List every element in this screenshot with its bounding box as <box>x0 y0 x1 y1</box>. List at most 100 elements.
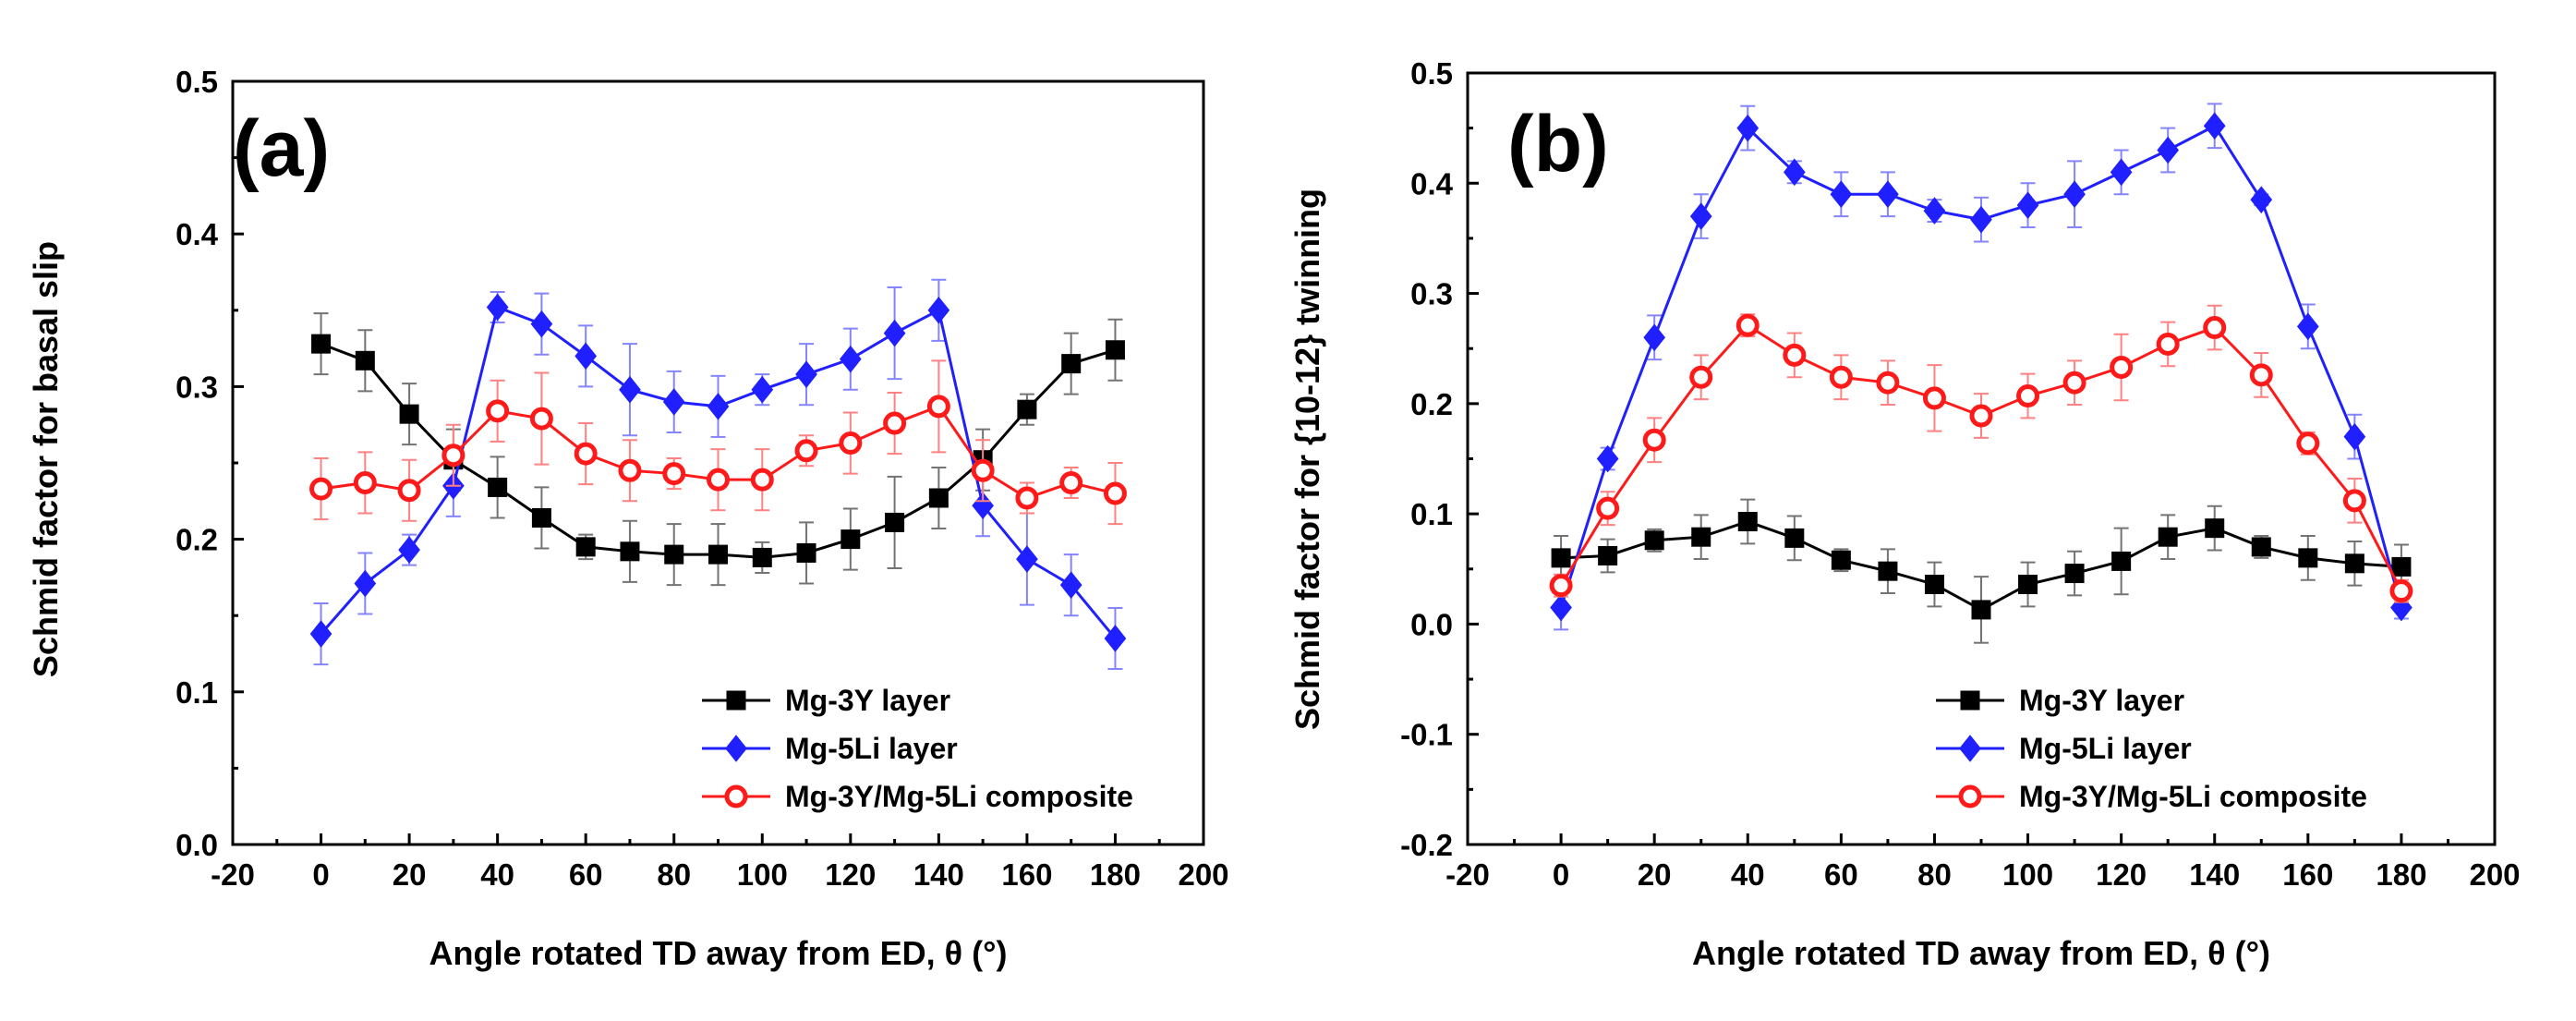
data-point <box>662 462 686 486</box>
data-point <box>398 536 420 564</box>
data-point <box>1059 470 1083 494</box>
data-point <box>2298 548 2318 568</box>
data-point <box>752 547 772 567</box>
data-point <box>662 388 685 416</box>
data-point <box>885 512 905 532</box>
data-point <box>1924 574 1944 594</box>
data-point <box>839 345 862 373</box>
data-point <box>574 442 598 466</box>
data-point <box>354 569 377 598</box>
x-tick-label: 120 <box>825 857 876 892</box>
y-tick-label: -0.2 <box>1400 828 1453 862</box>
y-tick-label: 0.3 <box>175 370 218 404</box>
y-tick-label: 0.0 <box>1410 607 1453 641</box>
data-point <box>796 542 816 563</box>
data-point <box>353 470 377 494</box>
data-point <box>309 620 333 648</box>
data-point <box>927 296 950 324</box>
data-point <box>1923 197 1946 225</box>
data-point <box>531 507 551 528</box>
data-point <box>620 541 640 562</box>
data-point <box>1103 481 1127 505</box>
data-point <box>2063 180 2086 209</box>
series-mg-3y-mg-5li-composite <box>1549 304 2413 603</box>
x-tick-label: 60 <box>1824 857 1858 892</box>
data-point <box>1104 625 1127 652</box>
y-tick-label: 0.5 <box>175 65 218 99</box>
y-tick-label: 0.4 <box>175 217 219 251</box>
data-point <box>1549 574 1573 598</box>
data-point <box>1596 496 1620 520</box>
x-tick-label: 40 <box>480 857 514 892</box>
data-point <box>1644 530 1664 551</box>
data-point <box>486 399 510 423</box>
data-point <box>1105 340 1125 360</box>
x-tick-label: 80 <box>1917 857 1952 892</box>
y-tick-label: 0.4 <box>1410 166 1454 201</box>
x-tick-label: -20 <box>211 857 255 892</box>
data-point <box>397 479 421 503</box>
y-tick-label: 0.2 <box>175 523 218 557</box>
data-point <box>1596 444 1619 473</box>
data-point <box>2157 136 2180 164</box>
data-point <box>2343 422 2366 451</box>
data-point <box>529 407 553 431</box>
data-point <box>2344 553 2364 574</box>
legend-marker <box>1958 784 1982 808</box>
data-point <box>1642 428 1666 452</box>
x-tick-label: 100 <box>2002 857 2053 892</box>
data-point <box>2062 371 2086 395</box>
legend-label: Mg-3Y/Mg-5Li composite <box>2019 780 2367 813</box>
data-point <box>1829 365 1853 389</box>
data-point <box>355 350 375 371</box>
data-point <box>883 319 906 347</box>
data-point <box>486 293 509 322</box>
x-tick-label: 20 <box>393 857 427 892</box>
legend-marker <box>726 690 746 711</box>
data-point <box>2205 518 2225 539</box>
y-tick-label: -0.1 <box>1400 718 1453 752</box>
series-mg-5li-layer <box>309 278 1127 671</box>
data-point <box>1877 180 1899 209</box>
data-point <box>928 488 949 508</box>
data-point <box>926 395 950 419</box>
data-point <box>1689 365 1713 389</box>
series-mg-3y-layer <box>1551 498 2412 644</box>
panel-label: (b) <box>1507 100 1609 188</box>
data-point <box>2251 537 2271 557</box>
legend: Mg-3Y layer Mg-5Li layer Mg-3Y/Mg-5Li comp… <box>702 684 1133 813</box>
panel-b-twinning-chart: -20 0 20 40 60 80 100 120 140 160 180 200 -0.2 -0.1 0.… <box>1288 56 2521 972</box>
data-point <box>1550 593 1572 622</box>
y-axis-label: Schmid factor for {10-12} twinning <box>1288 188 1326 730</box>
y-tick-label: 0.2 <box>1410 387 1453 421</box>
data-point <box>1831 550 1851 570</box>
series-mg-3y-mg-5li-composite <box>309 359 1127 526</box>
legend: Mg-3Y layer Mg-5Li layer Mg-3Y/Mg-5Li comp… <box>1936 684 2367 813</box>
data-point <box>2249 363 2273 387</box>
data-point <box>751 375 774 404</box>
panel-label: (a) <box>233 104 330 193</box>
data-point <box>883 411 907 435</box>
data-point <box>2064 564 2085 584</box>
data-point <box>1735 313 1760 337</box>
legend-label: Mg-3Y/Mg-5Li composite <box>785 780 1133 813</box>
data-point <box>574 342 598 371</box>
data-point <box>1598 545 1618 565</box>
x-tick-label: 120 <box>2096 857 2147 892</box>
legend-label: Mg-5Li layer <box>785 732 958 765</box>
x-tick-label: 140 <box>2189 857 2240 892</box>
data-point <box>1061 354 1082 374</box>
data-point <box>1059 571 1082 599</box>
data-point <box>1784 528 1805 548</box>
data-point <box>2389 579 2413 603</box>
data-point <box>311 334 332 354</box>
data-point <box>619 375 641 404</box>
data-point <box>2203 112 2226 140</box>
x-tick-label: 0 <box>312 857 329 892</box>
x-tick-label: 80 <box>657 857 691 892</box>
data-point <box>2158 527 2178 547</box>
data-point <box>1691 527 1711 547</box>
data-point <box>2016 191 2039 219</box>
data-point <box>1783 343 1807 367</box>
y-tick-label: 0.0 <box>175 828 218 862</box>
